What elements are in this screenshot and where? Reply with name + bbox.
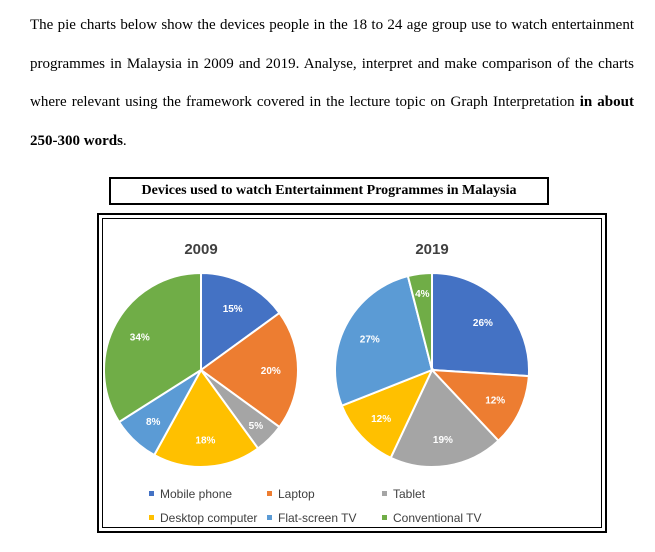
legend-swatch-conventional-tv — [382, 515, 387, 520]
legend: Mobile phone Laptop Tablet Desktop computer… — [149, 487, 482, 525]
pie-slice-2009-desktop-computer — [152, 368, 260, 468]
chart-title-box: Devices used to watch Entertainment Prog… — [109, 177, 549, 205]
chart-title: Devices used to watch Entertainment Prog… — [141, 183, 517, 198]
legend-swatch-laptop — [267, 491, 272, 496]
pie-slice-2009-conventional-tv — [103, 271, 202, 424]
pie-slice-2019-desktop-computer — [340, 368, 434, 460]
assignment-prompt: The pie charts below show the devices pe… — [30, 6, 634, 160]
slice-label-2019-tablet: 19% — [433, 435, 453, 446]
pie-title-2019: 2019 — [415, 241, 448, 258]
pie-slice-2019-tablet — [389, 368, 500, 468]
legend-label-mobile-phone: Mobile phone — [160, 487, 232, 501]
slice-label-2019-desktop-computer: 12% — [371, 414, 391, 425]
slice-label-2019-laptop: 12% — [485, 396, 505, 407]
slice-label-2019-flat-screen-tv: 27% — [360, 334, 380, 345]
pie-2019: 2019 26% 12% 19% 12% 27% 4% — [334, 241, 530, 468]
slice-label-2019-conventional-tv: 4% — [415, 289, 430, 300]
legend-swatch-flat-screen-tv — [267, 515, 272, 520]
slice-label-2009-mobile-phone: 15% — [223, 304, 243, 315]
legend-label-conventional-tv: Conventional TV — [393, 511, 482, 525]
prompt-word-count: in about 250-300 words — [30, 94, 634, 149]
legend-label-laptop: Laptop — [278, 487, 315, 501]
pie-slice-2009-laptop — [199, 311, 299, 429]
pie-slice-2009-mobile-phone — [200, 271, 281, 372]
pie-slice-2019-conventional-tv — [406, 271, 433, 371]
legend-label-flat-screen-tv: Flat-screen TV — [278, 511, 356, 525]
pie-title-2009: 2009 — [184, 241, 217, 258]
slice-label-2009-conventional-tv: 34% — [130, 332, 150, 343]
chart-frame — [97, 213, 607, 533]
prompt-text-end: . — [122, 132, 127, 149]
legend-label-tablet: Tablet — [393, 487, 426, 501]
pie-slice-2019-flat-screen-tv — [334, 274, 434, 408]
slice-label-2009-desktop-computer: 18% — [195, 436, 215, 447]
slice-label-2009-tablet: 5% — [249, 421, 264, 432]
legend-label-desktop-computer: Desktop computer — [160, 511, 257, 525]
pie-slice-2019-mobile-phone — [431, 271, 530, 378]
slice-label-2009-laptop: 20% — [261, 366, 281, 377]
legend-swatch-desktop-computer — [149, 515, 154, 520]
chart-area — [102, 218, 602, 528]
slice-label-2019-mobile-phone: 26% — [473, 318, 493, 329]
legend-swatch-tablet — [382, 491, 387, 496]
prompt-paragraph: The pie charts below show the devices pe… — [30, 6, 634, 160]
pie-2009: 2009 15% 20% 5% 18% 8% 34% — [103, 241, 299, 468]
pie-slice-2019-laptop — [429, 368, 530, 443]
slice-label-2009-flat-screen-tv: 8% — [146, 417, 161, 428]
prompt-text: The pie charts below show the devices pe… — [30, 17, 634, 110]
legend-swatch-mobile-phone — [149, 491, 154, 496]
